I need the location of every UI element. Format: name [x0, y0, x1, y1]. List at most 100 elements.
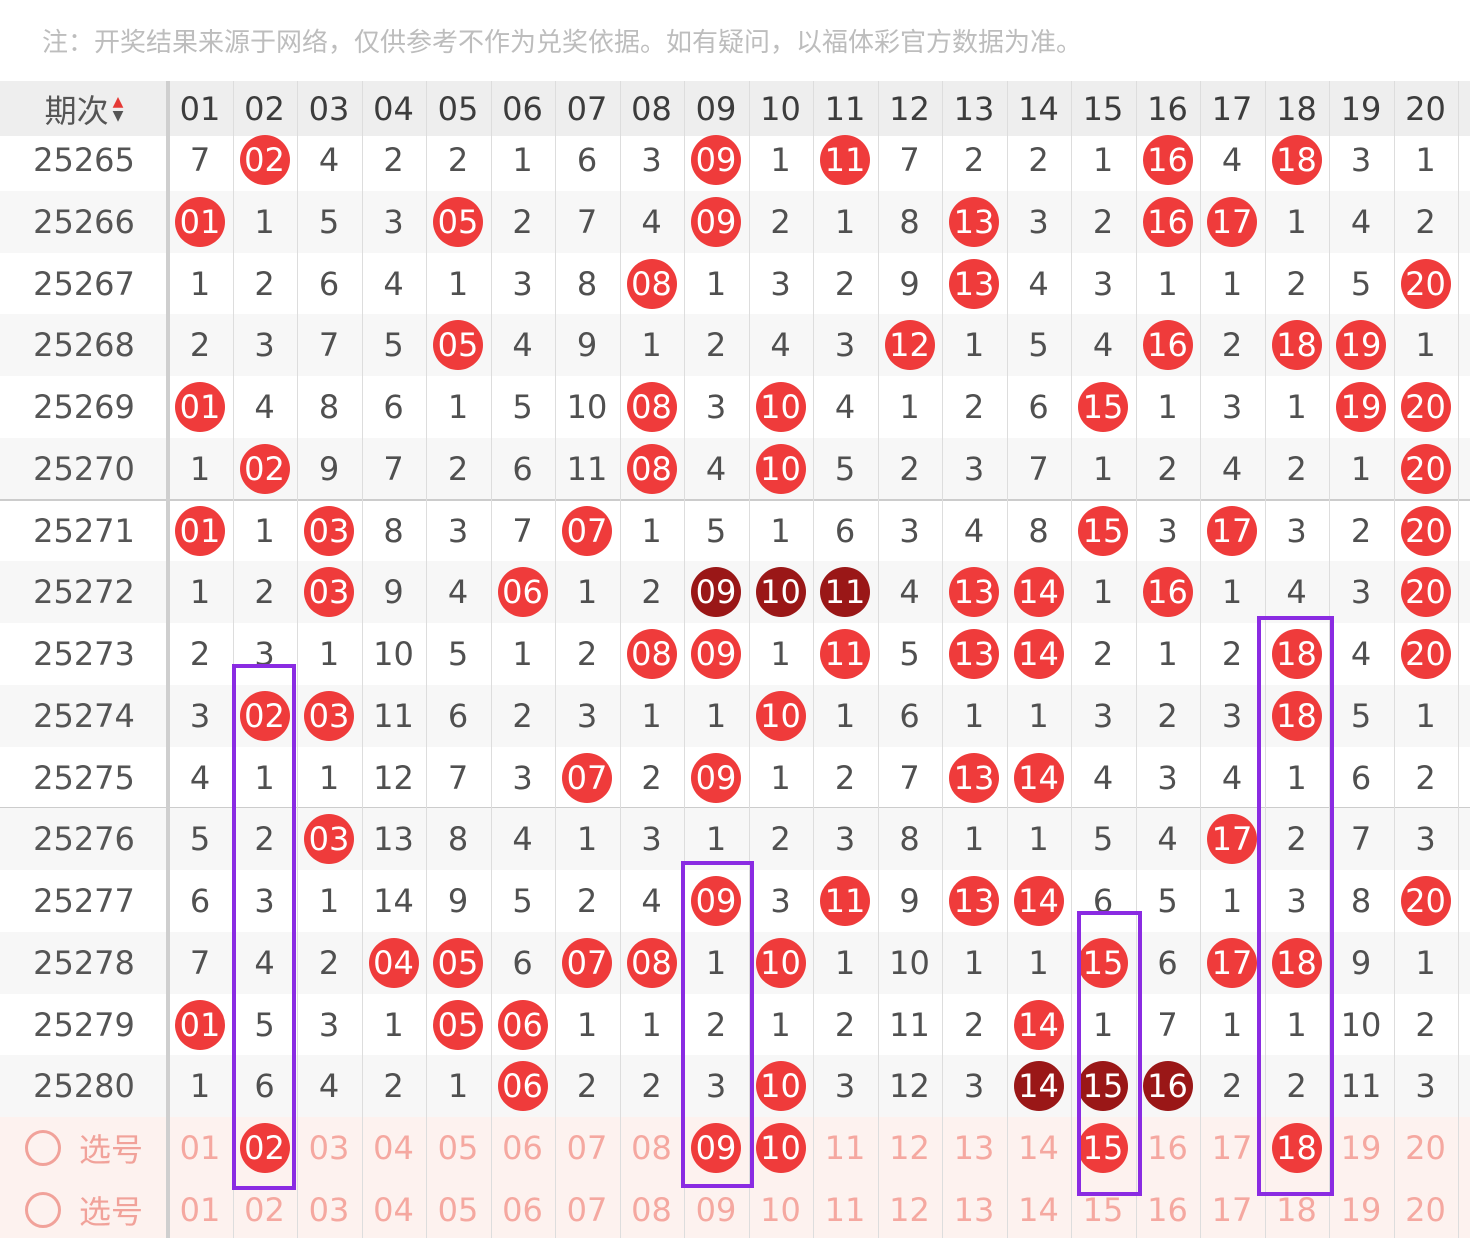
drawn-number-cell: 18	[1265, 932, 1329, 994]
period-column-header[interactable]: 期次 ▲ ▼	[0, 81, 168, 136]
pick-number-13[interactable]: 13	[953, 1129, 995, 1167]
pick-number-16[interactable]: 16	[1147, 1129, 1188, 1167]
pick-number-07[interactable]: 07	[566, 1190, 608, 1229]
sort-icon[interactable]: ▲ ▼	[112, 93, 124, 124]
column-header-19: 19	[1340, 89, 1382, 128]
pick-number-03[interactable]: 03	[308, 1190, 350, 1229]
pick-number-16[interactable]: 16	[1147, 1190, 1188, 1229]
pick-number-20[interactable]: 20	[1405, 1190, 1446, 1229]
pick-number-17[interactable]: 17	[1211, 1190, 1253, 1229]
miss-count-cell: 2	[1286, 264, 1307, 303]
miss-count-cell: 3	[1157, 758, 1178, 797]
pick-number-01[interactable]: 01	[179, 1129, 221, 1167]
pick-number-10[interactable]: 10	[760, 1190, 801, 1229]
miss-count-cell: 3	[1350, 573, 1372, 612]
column-divider	[1006, 81, 1008, 1238]
pick-number-05[interactable]: 05	[437, 1129, 479, 1167]
pick-number-18[interactable]: 18	[1265, 1117, 1329, 1179]
pick-number-08[interactable]: 08	[631, 1190, 672, 1229]
pick-number-08[interactable]: 08	[631, 1129, 672, 1167]
pick-number-19[interactable]: 19	[1340, 1190, 1382, 1229]
miss-count-cell: 1	[1092, 449, 1114, 488]
miss-count-cell: 2	[1415, 1005, 1436, 1044]
drawn-number-cell: 17	[1200, 500, 1264, 562]
drawn-number-ball: 09	[691, 135, 741, 185]
pick-number-12[interactable]: 12	[889, 1129, 930, 1167]
drawn-number-cell: 15	[1071, 932, 1135, 994]
miss-count-cell: 4	[189, 758, 211, 797]
miss-count-cell: 5	[1350, 264, 1372, 303]
selected-number-ball[interactable]: 18	[1271, 1123, 1322, 1173]
miss-count-cell: 8	[447, 820, 469, 859]
drawn-number-cell: 05	[426, 994, 490, 1056]
drawn-number-ball: 20	[1400, 382, 1451, 432]
drawn-number-cell: 19	[1329, 376, 1393, 438]
miss-count-cell: 5	[189, 820, 211, 859]
selected-number-ball[interactable]: 10	[755, 1123, 806, 1173]
miss-count-cell: 2	[576, 1067, 598, 1106]
table-row: 25275 4 1 1 12 7 3 07 2 09 1 2 7 13 14 4 3 4 1 6 2	[0, 747, 1470, 809]
miss-count-cell: 3	[770, 264, 791, 303]
miss-count-cell: 1	[1092, 141, 1114, 179]
selected-number-ball[interactable]: 09	[691, 1123, 741, 1173]
pick-number-20[interactable]: 20	[1405, 1129, 1446, 1167]
miss-count-cell: 2	[641, 573, 662, 612]
drawn-number-ball: 08	[626, 382, 677, 432]
miss-count-cell: 5	[1092, 820, 1114, 859]
drawn-number-ball: 17	[1207, 814, 1257, 865]
pick-number-04[interactable]: 04	[373, 1190, 414, 1229]
miss-count-cell: 3	[834, 326, 856, 365]
radio-icon[interactable]	[24, 1130, 61, 1166]
pick-number-06[interactable]: 06	[502, 1190, 543, 1229]
pick-number-11[interactable]: 11	[824, 1129, 866, 1167]
pick-number-15[interactable]: 15	[1071, 1117, 1135, 1179]
pick-number-13[interactable]: 13	[953, 1190, 995, 1229]
drawn-number-cell: 09	[684, 623, 748, 685]
miss-count-cell: 1	[1092, 573, 1114, 612]
miss-count-cell: 1	[512, 141, 533, 179]
miss-count-cell: 4	[899, 573, 920, 612]
pick-number-10[interactable]: 10	[749, 1117, 813, 1179]
drawn-number-cell: 11	[813, 870, 877, 932]
pick-number-09[interactable]: 09	[684, 1117, 748, 1179]
miss-count-cell: 1	[963, 820, 985, 859]
pick-number-04[interactable]: 04	[373, 1129, 414, 1167]
selected-number-ball[interactable]: 02	[239, 1123, 290, 1173]
pick-number-05[interactable]: 05	[437, 1190, 479, 1229]
pick-number-09[interactable]: 09	[695, 1190, 737, 1229]
pick-number-18[interactable]: 18	[1276, 1190, 1317, 1229]
pick-number-03[interactable]: 03	[308, 1129, 350, 1167]
table-row: 25269 01 4 8 6 1 5 10 08 3 10 4 1 2 6 15 1 3 1 19 20	[0, 376, 1470, 438]
pick-number-02[interactable]: 02	[244, 1190, 285, 1229]
drawn-number-ball: 16	[1142, 135, 1193, 185]
pick-number-01[interactable]: 01	[179, 1190, 221, 1229]
miss-count-cell: 8	[383, 511, 404, 550]
drawn-number-cell: 13	[942, 870, 1006, 932]
miss-count-cell: 1	[1157, 635, 1178, 673]
pick-number-15[interactable]: 15	[1082, 1190, 1124, 1229]
drawn-number-ball: 05	[433, 320, 483, 371]
pick-number-17[interactable]: 17	[1211, 1129, 1253, 1167]
pick-number-19[interactable]: 19	[1340, 1129, 1382, 1167]
pick-number-12[interactable]: 12	[889, 1190, 930, 1229]
drawn-number-cell: 05	[426, 191, 490, 253]
pick-number-14[interactable]: 14	[1018, 1190, 1059, 1229]
drawn-number-cell: 15	[1071, 1055, 1135, 1117]
pick-number-11[interactable]: 11	[824, 1190, 866, 1229]
miss-count-cell: 7	[576, 202, 598, 241]
pick-number-06[interactable]: 06	[502, 1129, 543, 1167]
column-divider	[361, 81, 363, 1238]
drawn-number-cell: 06	[491, 561, 555, 623]
drawn-number-cell: 11	[813, 129, 877, 191]
pick-number-07[interactable]: 07	[566, 1129, 608, 1167]
selected-number-ball[interactable]: 15	[1078, 1123, 1128, 1173]
drawn-number-cell: 13	[942, 253, 1006, 315]
drawn-number-ball: 20	[1400, 567, 1451, 618]
miss-count-cell: 1	[641, 326, 662, 365]
pick-number-02[interactable]: 02	[233, 1117, 297, 1179]
picker-select-toggle[interactable]: 选号	[0, 1117, 168, 1179]
picker-select-toggle[interactable]: 选号	[0, 1179, 168, 1238]
radio-icon[interactable]	[24, 1191, 61, 1228]
drawn-number-cell: 01	[168, 994, 232, 1056]
pick-number-14[interactable]: 14	[1018, 1129, 1059, 1167]
